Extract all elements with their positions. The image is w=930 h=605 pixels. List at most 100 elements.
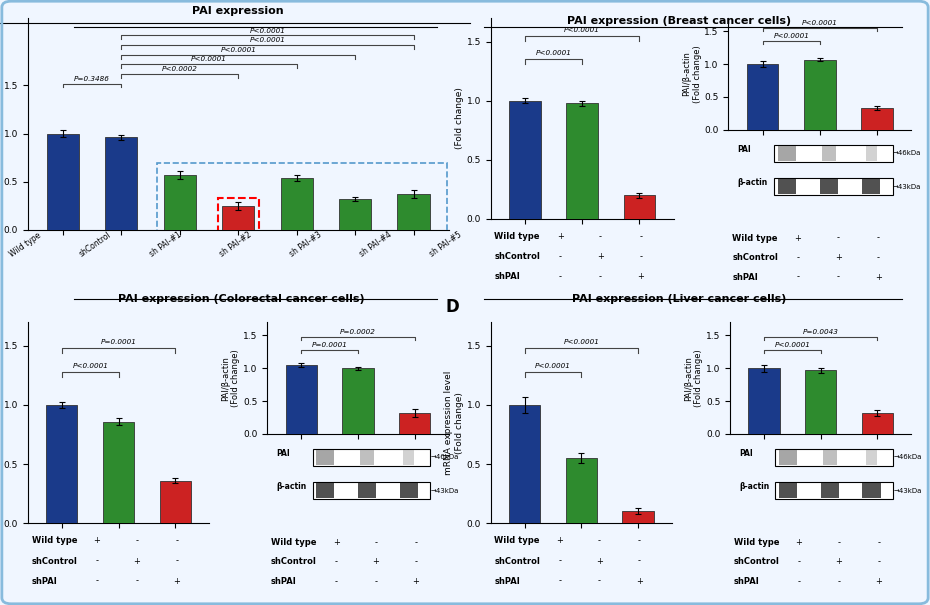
Bar [103,422,134,523]
Text: +: + [875,273,882,281]
Bar [105,137,138,230]
Text: +: + [556,537,563,546]
Text: β-actin: β-actin [737,178,768,187]
Text: shPAI: shPAI [32,577,58,586]
Text: -: - [175,557,179,566]
Text: P<0.0001: P<0.0001 [249,37,286,43]
Text: P<0.0001: P<0.0001 [775,342,810,348]
Bar [46,405,77,523]
Text: -: - [837,273,840,281]
Text: Wild type: Wild type [32,537,77,546]
Bar [566,103,598,219]
Bar [281,178,312,230]
Bar [360,450,374,465]
Y-axis label: mRNA expression level
(Fold change): mRNA expression level (Fold change) [0,72,1,176]
Text: -: - [638,537,641,546]
Text: -: - [559,252,562,261]
Bar [316,483,335,499]
Text: Wild type: Wild type [734,538,779,547]
Bar [862,179,881,194]
Text: shControl: shControl [495,557,540,566]
Text: P<0.0001: P<0.0001 [565,27,600,33]
Text: Wild type: Wild type [495,232,539,241]
Y-axis label: mRNA expression level
(Fold change): mRNA expression level (Fold change) [0,370,1,475]
Bar [509,405,540,523]
Text: -: - [135,537,139,546]
Text: Wild type: Wild type [495,537,539,546]
Text: -: - [415,557,418,566]
Bar [164,175,196,230]
Text: +: + [557,232,564,241]
Bar [776,483,894,499]
Bar [777,146,796,161]
Text: →43kDa: →43kDa [893,184,922,190]
Bar [397,194,430,230]
Text: P<0.0001: P<0.0001 [73,363,108,369]
Text: sh PAI-#3: sh PAI-#3 [288,231,324,259]
Text: +: + [875,577,883,586]
Text: -: - [797,557,801,566]
Text: Wild type: Wild type [732,234,777,243]
Bar [286,365,317,434]
Text: -: - [638,557,641,566]
Text: shPAI: shPAI [734,577,760,586]
Text: +: + [596,557,603,566]
Text: Wild type: Wild type [7,231,43,259]
Bar [866,146,877,161]
Text: -: - [598,577,601,586]
Text: -: - [375,538,378,547]
Text: +: + [133,557,140,566]
Bar [339,199,371,230]
Text: β-actin: β-actin [276,482,307,491]
Text: P<0.0001: P<0.0001 [536,50,572,56]
Text: P=0.0043: P=0.0043 [803,329,839,335]
Bar [312,483,431,499]
Text: PAI: PAI [737,145,751,154]
Bar [747,64,778,129]
Text: +: + [636,577,643,586]
Bar [861,108,893,129]
Text: →46kDa: →46kDa [894,454,922,460]
Text: -: - [95,577,99,586]
Text: shControl: shControl [732,253,778,262]
Bar [779,483,797,499]
Text: shPAI: shPAI [495,272,520,281]
Bar [399,413,431,434]
Text: -: - [639,252,643,261]
Text: P=0.0001: P=0.0001 [312,342,348,348]
Text: -: - [837,234,840,243]
Title: PAI expression: PAI expression [193,6,284,16]
Text: P<0.0001: P<0.0001 [535,363,571,369]
Text: +: + [597,252,604,261]
Text: +: + [795,538,803,547]
Bar [822,450,837,465]
Text: B: B [445,0,458,6]
Y-axis label: (Fold change): (Fold change) [455,88,464,149]
Bar [342,368,374,434]
Text: P<0.0001: P<0.0001 [191,56,227,62]
Text: +: + [93,537,100,546]
Text: →43kDa: →43kDa [894,488,922,494]
Bar [510,101,540,219]
Bar [749,368,779,434]
Text: -: - [335,557,338,566]
Text: sh PAI-#5: sh PAI-#5 [429,231,464,259]
Text: P=0.0001: P=0.0001 [100,339,137,345]
Text: +: + [413,577,419,586]
Text: shControl: shControl [495,252,540,261]
Text: -: - [837,577,841,586]
Bar [316,450,335,465]
Text: +: + [835,557,843,566]
Text: +: + [794,234,802,243]
Text: →46kDa: →46kDa [431,454,458,460]
Text: -: - [375,577,378,586]
Text: shControl: shControl [32,557,77,566]
Bar [312,449,431,466]
Text: sh PAI-#4: sh PAI-#4 [358,231,393,259]
Text: sh PAI-#2: sh PAI-#2 [218,231,253,259]
Text: P<0.0002: P<0.0002 [162,66,198,72]
Text: +: + [373,557,379,566]
Bar [160,480,191,523]
Text: -: - [95,557,99,566]
Bar [774,178,893,195]
